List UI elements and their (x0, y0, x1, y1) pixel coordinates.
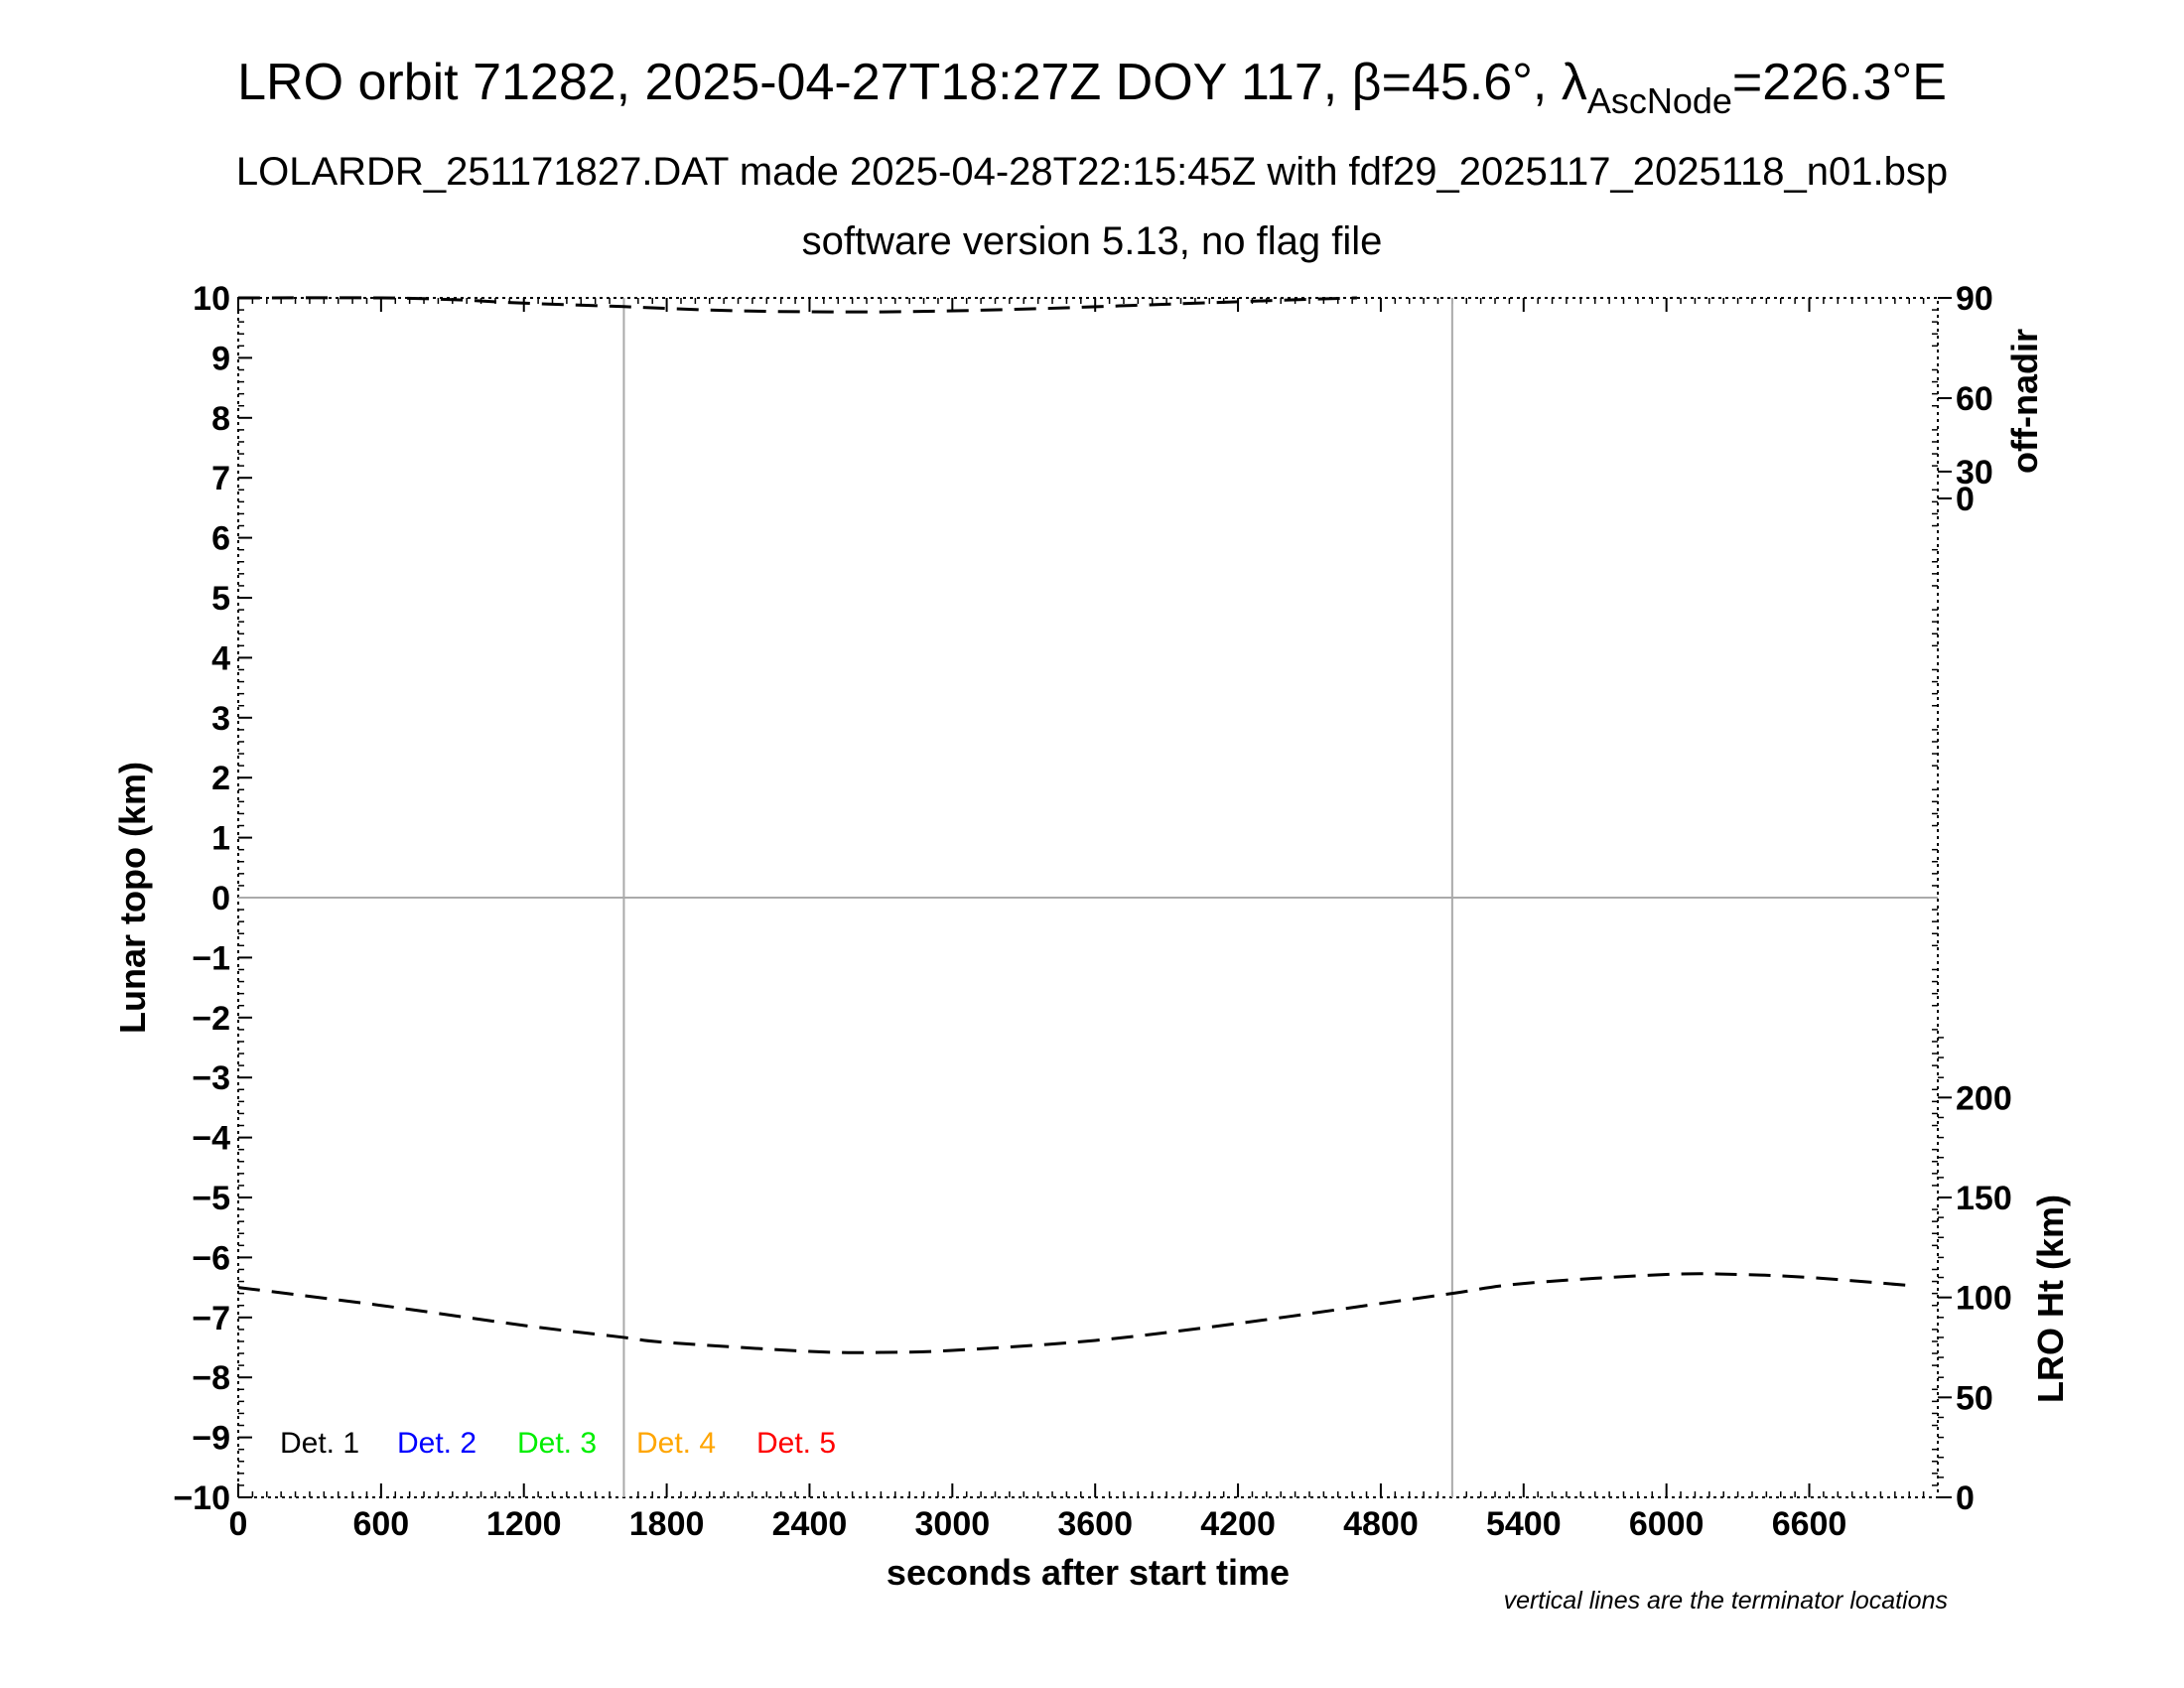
y-tick-label: −10 (173, 1479, 230, 1517)
y-tick-label: −7 (192, 1300, 230, 1337)
y-tick-label: −9 (192, 1420, 230, 1458)
legend-item: Det. 3 (517, 1427, 597, 1460)
y-tick-label: −4 (192, 1120, 230, 1158)
x-tick-label: 6000 (1629, 1505, 1705, 1543)
y-tick-label: 4 (211, 639, 230, 677)
x-tick-label: 5400 (1486, 1505, 1562, 1543)
y-tick-label: 10 (193, 280, 230, 318)
x-tick-label: 1200 (486, 1505, 562, 1543)
legend-item: Det. 5 (756, 1427, 836, 1460)
y-tick-label: −6 (192, 1239, 230, 1277)
y-tick-label: −8 (192, 1359, 230, 1397)
y-tick-label: −2 (192, 1000, 230, 1038)
height-tick-label: 0 (1956, 1479, 1975, 1517)
x-tick-label: 4800 (1343, 1505, 1419, 1543)
grid-layer (238, 298, 1938, 1497)
chart-title: LRO orbit 71282, 2025-04-27T18:27Z DOY 1… (237, 54, 1947, 121)
title-beta-value: =45.6°, (1382, 54, 1562, 111)
offnadir-tick-label: 60 (1956, 380, 1993, 418)
y-tick-label: 9 (211, 340, 230, 377)
title-lambda-subscript: AscNode (1587, 80, 1732, 121)
y-axis-label-offnadir: off-nadir (2004, 329, 2045, 474)
y-tick-label: 1 (211, 820, 230, 858)
height-tick-label: 150 (1956, 1180, 2012, 1217)
x-tick-label: 3000 (915, 1505, 991, 1543)
y-tick-label: 6 (211, 520, 230, 558)
y-tick-label: 8 (211, 400, 230, 438)
height-tick-label: 50 (1956, 1379, 1993, 1417)
x-tick-label: 2400 (772, 1505, 848, 1543)
title-lambda-value: =226.3°E (1732, 54, 1947, 111)
title-lambda-symbol: λ (1562, 54, 1587, 111)
x-tick-label: 0 (229, 1505, 248, 1543)
y-tick-label: 5 (211, 580, 230, 618)
terminator-note: vertical lines are the terminator locati… (1504, 1587, 1948, 1615)
title-beta-symbol: β (1352, 54, 1382, 111)
x-tick-label: 1800 (629, 1505, 705, 1543)
legend-item: Det. 2 (397, 1427, 477, 1460)
y-tick-label: −3 (192, 1059, 230, 1097)
ticks-layer (237, 297, 1952, 1498)
chart-subtitle-version: software version 5.13, no flag file (802, 219, 1383, 263)
y-tick-label: 3 (211, 700, 230, 738)
lro-height-series-line (237, 1272, 1910, 1354)
x-tick-label: 3600 (1057, 1505, 1133, 1543)
legend-item: Det. 1 (280, 1427, 359, 1460)
x-axis-label: seconds after start time (887, 1552, 1290, 1593)
x-tick-label: 4200 (1200, 1505, 1276, 1543)
y-tick-label: 0 (211, 880, 230, 917)
y-axis-label-height: LRO Ht (km) (2030, 1195, 2071, 1403)
x-tick-label: 6600 (1772, 1505, 1847, 1543)
title-main: LRO orbit 71282, 2025-04-27T18:27Z DOY 1… (237, 54, 1352, 111)
height-tick-label: 100 (1956, 1280, 2012, 1318)
y-tick-label: −5 (192, 1180, 230, 1217)
offnadir-series-line (237, 296, 1357, 314)
height-tick-label: 200 (1956, 1079, 2012, 1117)
offnadir-tick-label: 30 (1956, 454, 1993, 492)
legend-item: Det. 4 (636, 1427, 716, 1460)
offnadir-tick-label: 90 (1956, 280, 1993, 318)
y-axis-label-left: Lunar topo (km) (112, 762, 153, 1034)
y-tick-label: 7 (211, 460, 230, 497)
y-tick-label: 2 (211, 760, 230, 797)
x-tick-label: 600 (352, 1505, 409, 1543)
offnadir-tick-label: 0 (1956, 481, 1975, 518)
y-tick-label: −1 (192, 939, 230, 977)
series-layer (237, 296, 1910, 1354)
chart-subtitle-file: LOLARDR_251171827.DAT made 2025-04-28T22… (236, 150, 1948, 194)
